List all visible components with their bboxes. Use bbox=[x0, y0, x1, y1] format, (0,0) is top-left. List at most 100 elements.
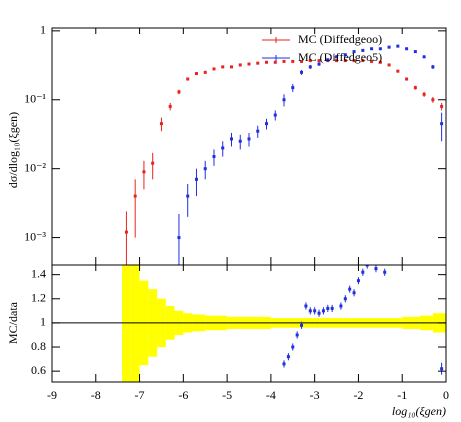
x-tick-label: -1 bbox=[397, 388, 407, 402]
marker bbox=[422, 55, 426, 59]
marker bbox=[317, 62, 321, 66]
marker bbox=[361, 59, 365, 63]
legend-label: MC (Diffedgeo5) bbox=[298, 50, 382, 64]
y-tick-label: 1.2 bbox=[31, 291, 46, 305]
marker bbox=[326, 306, 330, 310]
x-tick-label: -9 bbox=[47, 388, 57, 402]
marker bbox=[313, 309, 317, 313]
marker bbox=[177, 236, 181, 240]
x-tick-label: -2 bbox=[353, 388, 363, 402]
marker bbox=[151, 161, 155, 165]
marker bbox=[177, 90, 181, 94]
marker bbox=[317, 59, 321, 63]
y-axis-label: MC/data bbox=[6, 301, 20, 344]
marker bbox=[194, 177, 198, 181]
marker bbox=[291, 345, 295, 349]
marker bbox=[370, 59, 374, 63]
y-tick-label: 10⁻² bbox=[24, 160, 46, 174]
y-tick-label: 0.6 bbox=[31, 363, 46, 377]
main-plot-area bbox=[124, 44, 444, 265]
marker bbox=[308, 59, 312, 63]
marker bbox=[282, 98, 286, 102]
marker bbox=[321, 309, 325, 313]
marker bbox=[186, 77, 190, 81]
x-axis-label: log₁₀(ξgen) bbox=[392, 404, 446, 418]
x-tick-label: 0 bbox=[443, 388, 449, 402]
marker bbox=[229, 137, 233, 141]
marker bbox=[356, 279, 360, 283]
marker bbox=[361, 270, 365, 274]
marker bbox=[300, 59, 304, 63]
y-tick-label: 1 bbox=[40, 315, 46, 329]
marker bbox=[431, 65, 435, 69]
marker bbox=[300, 323, 304, 327]
marker bbox=[159, 122, 163, 126]
marker bbox=[265, 122, 269, 126]
marker bbox=[405, 77, 409, 81]
marker bbox=[133, 194, 137, 198]
marker bbox=[343, 297, 347, 301]
marker bbox=[387, 63, 391, 67]
marker bbox=[440, 122, 444, 126]
ratio-frame bbox=[51, 264, 447, 383]
marker bbox=[352, 59, 356, 63]
marker bbox=[413, 50, 417, 54]
marker bbox=[194, 72, 198, 76]
uncertainty-band bbox=[122, 265, 131, 382]
marker bbox=[413, 86, 417, 90]
marker bbox=[308, 309, 312, 313]
marker bbox=[273, 113, 277, 117]
marker bbox=[124, 230, 128, 234]
marker bbox=[238, 139, 242, 143]
y-tick-label: 1 bbox=[40, 23, 46, 37]
marker bbox=[387, 45, 391, 49]
marker bbox=[168, 104, 172, 108]
axes: 10⁻³ 10⁻² 10⁻¹ 1 MC (Diffedgeoo) MC (Diffedge… bbox=[24, 23, 449, 402]
marker bbox=[343, 53, 347, 57]
marker bbox=[308, 65, 312, 69]
marker bbox=[221, 65, 225, 69]
y-tick-label: 1.4 bbox=[31, 266, 46, 280]
marker bbox=[238, 63, 242, 67]
marker bbox=[440, 104, 444, 108]
marker bbox=[370, 47, 374, 51]
y-axis-label: dσ/dlog₁₀(ξgen) bbox=[6, 112, 20, 188]
x-tick-label: -5 bbox=[222, 388, 232, 402]
x-tick-label: -3 bbox=[310, 388, 320, 402]
marker bbox=[273, 60, 277, 64]
marker bbox=[300, 70, 304, 74]
marker bbox=[186, 194, 190, 198]
marker bbox=[247, 62, 251, 66]
marker bbox=[221, 146, 225, 150]
marker bbox=[282, 59, 286, 63]
x-tick-label: -7 bbox=[135, 388, 145, 402]
marker bbox=[291, 86, 295, 90]
marker bbox=[378, 47, 382, 51]
marker bbox=[339, 304, 343, 308]
uncertainty-band bbox=[130, 265, 140, 382]
y-tick-label: 10⁻¹ bbox=[24, 92, 46, 106]
marker bbox=[405, 47, 409, 51]
marker bbox=[335, 55, 339, 59]
marker bbox=[326, 58, 330, 62]
marker bbox=[422, 92, 426, 96]
marker bbox=[378, 60, 382, 64]
marker bbox=[291, 59, 295, 63]
marker bbox=[256, 61, 260, 65]
marker bbox=[348, 287, 352, 291]
legend-label: MC (Diffedgeoo) bbox=[298, 32, 382, 46]
marker bbox=[431, 98, 435, 102]
marker bbox=[335, 59, 339, 63]
marker bbox=[282, 362, 286, 366]
marker bbox=[295, 333, 299, 337]
marker bbox=[365, 265, 369, 267]
marker bbox=[212, 155, 216, 159]
marker bbox=[286, 355, 290, 359]
marker bbox=[304, 304, 308, 308]
marker bbox=[256, 129, 260, 133]
marker bbox=[440, 367, 444, 371]
y-tick-label: 0.8 bbox=[31, 339, 46, 353]
x-tick-label: -8 bbox=[91, 388, 101, 402]
marker bbox=[383, 270, 387, 274]
